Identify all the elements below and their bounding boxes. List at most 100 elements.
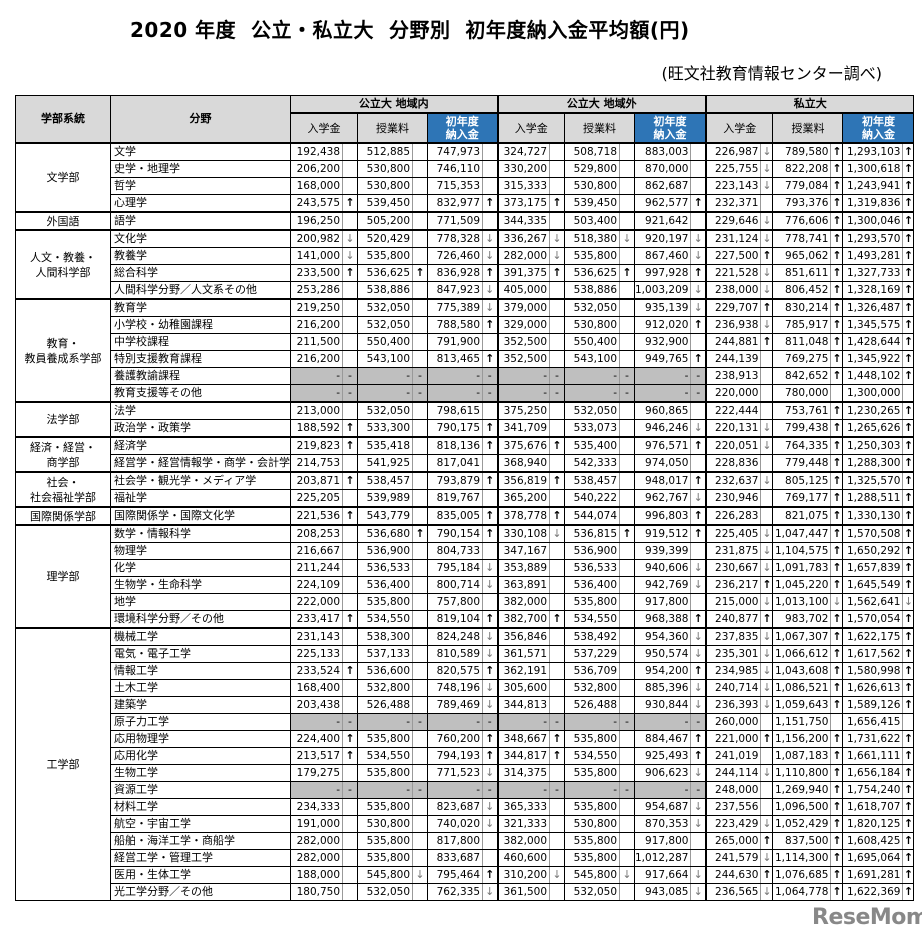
value-cell: -	[564, 781, 620, 799]
table-row: 応用物理学 224,400 ↑ 535,800 760,200 ↑ 348,667 ↑ 535,…	[16, 730, 915, 748]
table-row: 理学部 数学・情報科学 208,253 536,680 ↑ 790,154 ↑ 330,108…	[15, 524, 915, 629]
arrow-up-icon: ↑	[902, 177, 915, 195]
arrow-down-icon: ↓	[549, 247, 565, 265]
trend-cell	[342, 542, 358, 560]
value-cell: 532,800	[357, 679, 413, 697]
arrow-up-icon: ↑	[549, 471, 565, 490]
trend-cell	[549, 316, 565, 334]
trend-cell	[342, 883, 358, 901]
value-cell: 534,550	[564, 747, 620, 765]
arrow-up-icon: ↑	[549, 194, 565, 213]
value-cell: 983,702	[772, 610, 832, 629]
value-cell: 1,091,783	[772, 559, 832, 577]
trend-cell	[760, 194, 774, 213]
arrow-up-icon: ↑	[830, 883, 844, 901]
value-cell: 535,800	[357, 730, 413, 748]
value-cell: 862,687	[633, 177, 692, 195]
trend-cell	[482, 142, 498, 161]
value-cell: 870,000	[633, 160, 692, 178]
trend-cell	[412, 610, 428, 629]
field-cell: 環境科学分野／その他	[110, 610, 291, 629]
trend-cell	[412, 247, 428, 265]
value-cell: 232,371	[704, 194, 762, 213]
arrow-down-icon: ↓	[760, 593, 774, 611]
value-cell: 851,611	[772, 264, 832, 282]
table-row: 工学部 機械工学 231,143 538,300 824,248 ↓ 356,846 538,…	[15, 627, 915, 901]
arrow-up-icon: ↑	[902, 350, 915, 368]
trend-cell	[412, 489, 428, 508]
trend-cell: -	[412, 781, 428, 799]
value-cell: 362,191	[496, 662, 550, 680]
arrow-up-icon: ↑	[902, 866, 915, 884]
arrow-up-icon: ↑	[902, 883, 915, 901]
trend-cell: -	[342, 367, 358, 385]
value-cell: 248,000	[704, 781, 762, 799]
field-cell: 土木工学	[110, 679, 291, 697]
trend-cell	[412, 419, 428, 438]
value-cell: 836,928	[427, 264, 483, 282]
value-cell: 220,051	[704, 436, 762, 455]
arrow-down-icon: ↓	[760, 679, 774, 697]
value-cell: 203,438	[290, 696, 343, 714]
value-cell: 530,800	[357, 815, 413, 833]
arrow-up-icon: ↑	[342, 264, 358, 282]
value-cell: 240,877	[704, 610, 762, 629]
arrow-down-icon: ↓	[760, 542, 774, 560]
value-cell: -	[564, 367, 620, 385]
arrow-up-icon: ↑	[549, 610, 565, 629]
value-cell: 241,579	[704, 849, 762, 867]
arrow-up-icon: ↑	[902, 316, 915, 334]
arrow-down-icon: ↓	[690, 298, 707, 317]
arrow-up-icon: ↑	[830, 764, 844, 782]
trend-cell: -	[690, 781, 707, 799]
trend-cell: -	[482, 713, 498, 731]
value-cell: 1,328,169	[842, 281, 904, 300]
arrow-up-icon: ↑	[342, 506, 358, 526]
trend-cell	[690, 542, 707, 560]
table-row: 養護教諭課程 - - - - - - - - - - - -238,913 842,652 ↑ 1,448,1…	[16, 367, 915, 385]
trend-cell	[342, 593, 358, 611]
trend-cell	[619, 401, 635, 420]
value-cell: 1,110,800	[772, 764, 832, 782]
value-cell: 1,059,643	[772, 696, 832, 714]
table-row: 教育支援等その他 - - - - - - - - - - - -220,000 780,000 1,300,…	[16, 384, 915, 403]
field-cell: 建築学	[110, 696, 291, 714]
value-cell: 336,267	[496, 229, 550, 248]
value-cell: 211,500	[290, 333, 343, 351]
value-cell: 820,575	[427, 662, 483, 680]
trend-cell	[342, 645, 358, 663]
value-cell: 282,000	[290, 832, 343, 850]
value-cell: 536,625	[357, 264, 413, 282]
value-cell: 545,800	[564, 866, 620, 884]
value-cell: 532,050	[357, 883, 413, 901]
trend-cell	[412, 662, 428, 680]
table-row: 応用化学 213,517 ↑ 534,550 794,193 ↑ 344,817 ↑ 534,5…	[16, 747, 915, 765]
arrow-down-icon: ↓	[482, 281, 498, 300]
value-cell: 365,333	[496, 798, 550, 816]
table-row: 法学部 法学 213,000 532,050 798,615 375,250 532,050…	[15, 401, 915, 438]
value-cell: 748,196	[427, 679, 483, 697]
arrow-down-icon: ↓	[760, 142, 774, 161]
arrow-down-icon: ↓	[549, 524, 565, 543]
value-cell: 1,650,292	[842, 542, 904, 560]
trend-cell	[690, 160, 707, 178]
trend-cell	[412, 350, 428, 368]
value-cell: 1,012,287	[633, 849, 692, 867]
trend-cell	[902, 713, 915, 731]
trend-cell	[412, 627, 428, 646]
arrow-down-icon: ↓	[690, 281, 707, 300]
table-row: 光工学分野／その他 180,750 532,050 762,335 ↓ 361,500 53…	[16, 883, 915, 901]
value-cell: 536,815	[564, 524, 620, 543]
value-cell: 780,000	[772, 384, 832, 403]
value-cell: 536,533	[564, 559, 620, 577]
page-title: 2020 年度 公立・私立大 分野別 初年度納入金平均額(円)	[130, 18, 690, 42]
trend-cell	[619, 211, 635, 231]
value-cell: 203,871	[290, 471, 343, 490]
trend-cell	[619, 815, 635, 833]
trend-cell	[342, 401, 358, 420]
header-column: 授業料	[772, 112, 844, 144]
arrow-up-icon: ↑	[830, 177, 844, 195]
trend-cell	[412, 849, 428, 867]
arrow-up-icon: ↑	[902, 142, 915, 161]
value-cell: 785,917	[772, 316, 832, 334]
